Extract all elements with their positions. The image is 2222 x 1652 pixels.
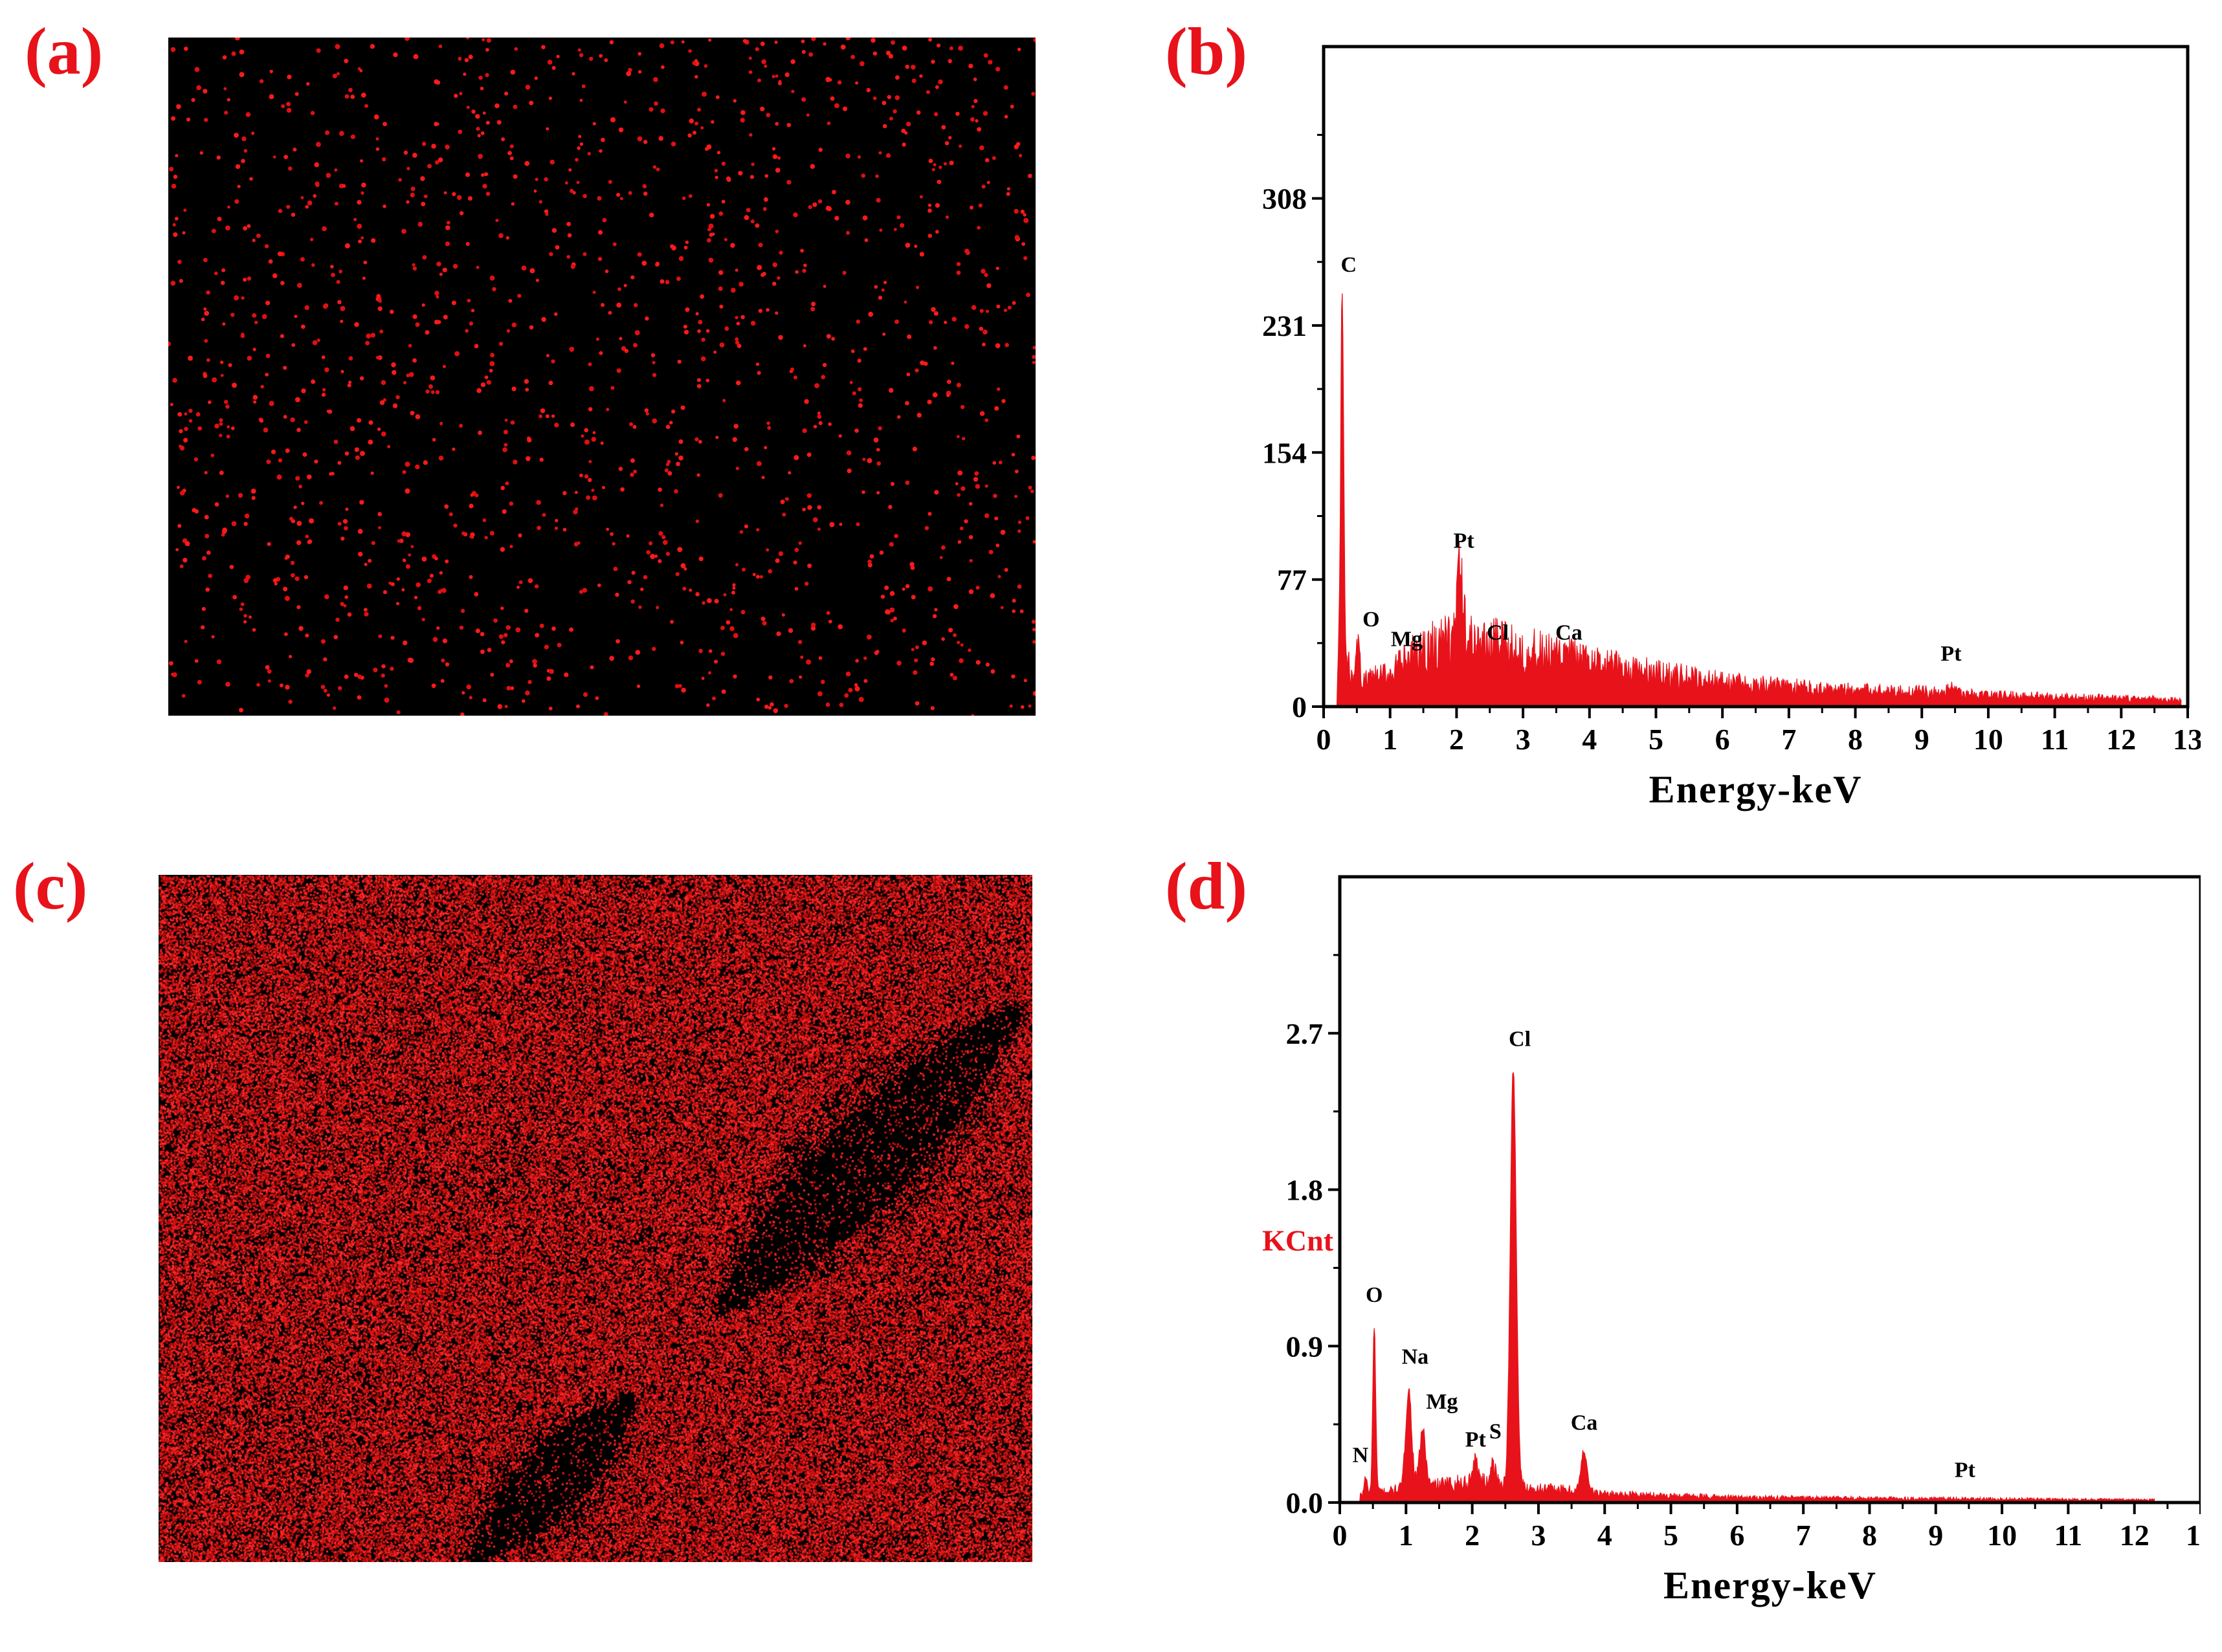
y-tick-label: 0.0 — [1286, 1486, 1324, 1519]
x-tick-label: 2 — [1449, 723, 1464, 756]
x-tick-label: 13 — [2186, 1519, 2201, 1552]
y-tick-label: 308 — [1262, 182, 1307, 215]
peak-label-ca: Ca — [1571, 1411, 1598, 1435]
eds-spectrum-b: 0 1 2 3 4 5 6 7 8 9 10 11 12 13 0 77 154 231 308 Energy-keV… — [1217, 26, 2203, 822]
element-map-c — [159, 875, 1032, 1562]
spectrum-area — [1336, 293, 2182, 707]
x-tick-label: 12 — [2120, 1519, 2150, 1552]
eds-spectrum-b-svg: 0 1 2 3 4 5 6 7 8 9 10 11 12 13077154231308Energy-keV… — [1262, 45, 2203, 811]
x-tick-label: 2 — [1465, 1519, 1480, 1552]
y-tick-label: 1.8 — [1286, 1174, 1324, 1207]
x-tick-label: 8 — [1862, 1519, 1877, 1552]
y-tick-label: 2.7 — [1286, 1017, 1324, 1050]
x-tick-label: 11 — [2054, 1519, 2082, 1552]
x-tick-label: 9 — [1915, 723, 1929, 756]
peak-label-ca: Ca — [1555, 621, 1583, 644]
peak-label-pt: Pt — [1940, 642, 1962, 666]
panel-label-d: (d) — [1165, 849, 1248, 923]
x-tick-label: 1 — [1383, 723, 1397, 756]
x-tick-label: 11 — [2041, 723, 2069, 756]
eds-spectrum-d-svg: 0123456789101112130.00.91.82.7Energy-keV… — [1262, 875, 2216, 1607]
x-tick-label: 0 — [1317, 723, 1331, 756]
y-tick-label: 154 — [1262, 436, 1307, 469]
panel-label-a: (a) — [25, 14, 104, 89]
x-tick-label: 10 — [1987, 1519, 2017, 1552]
y-tick-label: 0 — [1292, 690, 1307, 723]
peak-label-cl: Cl — [1509, 1027, 1531, 1051]
peak-label-o: O — [1366, 1283, 1383, 1307]
x-tick-label: 3 — [1531, 1519, 1546, 1552]
peak-label-s: S — [1489, 1420, 1502, 1444]
peak-label-n: N — [1353, 1444, 1369, 1468]
x-tick-label: 4 — [1597, 1519, 1612, 1552]
x-axis-title: Energy-keV — [1649, 768, 1863, 811]
peak-label-o: O — [1362, 608, 1379, 632]
y-tick-label: 231 — [1262, 309, 1307, 342]
x-tick-label: 3 — [1516, 723, 1531, 756]
y-tick-label: 0.9 — [1286, 1330, 1324, 1363]
peak-label-mg: Mg — [1391, 628, 1423, 652]
x-tick-label: 1 — [1399, 1519, 1414, 1552]
x-tick-label: 13 — [2173, 723, 2201, 756]
peak-label-c: C — [1340, 253, 1357, 277]
spectrum-area — [1359, 1072, 2155, 1503]
x-axis-title: Energy-keV — [1663, 1564, 1877, 1607]
y-tick-label: 77 — [1277, 564, 1307, 597]
element-map-a-canvas — [168, 38, 1036, 716]
x-tick-label: 5 — [1663, 1519, 1678, 1552]
panel-label-b: (b) — [1165, 14, 1248, 89]
x-tick-label: 4 — [1582, 723, 1597, 756]
peak-label-pt: Pt — [1955, 1459, 1976, 1482]
x-tick-label: 6 — [1729, 1519, 1744, 1552]
peak-label-pt: Pt — [1453, 529, 1474, 553]
element-map-a — [168, 38, 1036, 716]
panel-label-c: (c) — [13, 849, 88, 923]
x-tick-label: 6 — [1715, 723, 1730, 756]
peak-label-cl: Cl — [1487, 621, 1509, 644]
x-tick-label: 5 — [1649, 723, 1663, 756]
x-tick-label: 7 — [1796, 1519, 1811, 1552]
x-tick-label: 8 — [1848, 723, 1863, 756]
x-tick-label: 7 — [1781, 723, 1796, 756]
peak-label-pt: Pt — [1465, 1428, 1487, 1452]
plot-frame — [1322, 45, 2190, 709]
element-map-c-canvas — [159, 875, 1032, 1562]
x-tick-label: 0 — [1333, 1519, 1348, 1552]
peak-label-mg: Mg — [1426, 1390, 1458, 1414]
y-axis-label: KCnt — [1262, 1224, 1334, 1257]
map-a-dots — [168, 38, 1036, 716]
x-tick-label: 9 — [1928, 1519, 1943, 1552]
x-tick-label: 12 — [2106, 723, 2136, 756]
peak-label-na: Na — [1402, 1345, 1429, 1369]
x-tick-label: 10 — [1973, 723, 2003, 756]
eds-spectrum-d: 0123456789101112130.00.91.82.7Energy-keV… — [1217, 854, 2216, 1649]
plot-frame — [1338, 875, 2203, 1504]
